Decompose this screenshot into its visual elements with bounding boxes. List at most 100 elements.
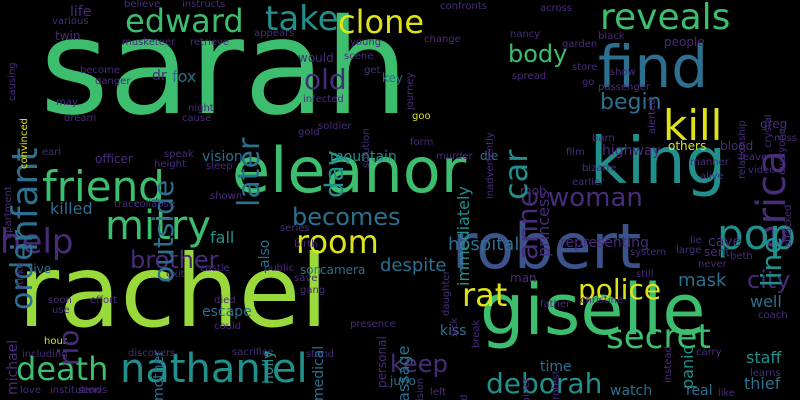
word-break: break bbox=[471, 319, 482, 348]
word-earlier: earlier bbox=[572, 177, 605, 188]
word-cause: cause bbox=[182, 113, 212, 124]
word-hospital: hospital bbox=[448, 234, 520, 255]
word-garden: garden bbox=[562, 39, 598, 50]
word-soldier: soldier bbox=[318, 121, 352, 132]
word-shown: shown bbox=[210, 191, 243, 202]
word-save: save bbox=[294, 273, 318, 284]
word-get: get bbox=[364, 65, 381, 76]
word-key: key bbox=[382, 71, 404, 85]
word-die: die bbox=[480, 149, 499, 163]
word-secret: secret bbox=[606, 317, 711, 357]
word-still: still bbox=[636, 269, 654, 280]
word-video: video bbox=[748, 165, 776, 176]
word-like: like bbox=[718, 388, 736, 399]
word-fall: fall bbox=[210, 228, 235, 247]
word-including: including bbox=[22, 349, 68, 360]
word-representing: representing bbox=[560, 235, 649, 251]
word-beth: beth bbox=[730, 251, 753, 262]
word-institution: institution bbox=[50, 385, 101, 396]
word-miss: miss bbox=[774, 133, 797, 144]
word-alive: alive bbox=[700, 171, 724, 182]
word-princess: princess bbox=[534, 190, 553, 257]
word-confronts: confronts bbox=[440, 1, 487, 12]
word-scene: scene bbox=[344, 51, 374, 62]
word-eleanor: eleanor bbox=[232, 134, 467, 207]
word-infected: infected bbox=[303, 94, 344, 105]
word-coach: coach bbox=[758, 310, 788, 321]
word-kill: kill bbox=[663, 101, 723, 150]
word-appears: appears bbox=[254, 28, 295, 39]
word-time: time bbox=[540, 359, 572, 375]
word-retrieve: retrieve bbox=[190, 37, 230, 48]
word-old: old bbox=[304, 63, 347, 96]
word-relationship: relationship bbox=[737, 120, 748, 179]
word-dream: dream bbox=[64, 113, 97, 124]
word-people: people bbox=[664, 35, 705, 49]
word-giselle: giselle bbox=[480, 269, 706, 351]
word-would: would bbox=[298, 51, 334, 65]
word-sick: sick bbox=[449, 317, 460, 337]
word-real: real bbox=[686, 383, 713, 399]
word-form: form bbox=[410, 137, 434, 148]
word-staff: staff bbox=[746, 348, 782, 367]
word-inadvertently: inadvertently bbox=[485, 132, 496, 199]
word-left: left bbox=[430, 387, 447, 398]
word-dr: dr bbox=[152, 68, 167, 84]
word-michael: michael bbox=[5, 339, 21, 395]
word-twin: twin bbox=[55, 29, 81, 43]
word-love: love bbox=[20, 385, 41, 396]
word-may: may bbox=[56, 97, 78, 108]
word-could: could bbox=[214, 321, 242, 332]
word-sarah: sarah bbox=[40, 0, 409, 145]
word-rat: rat bbox=[462, 276, 508, 314]
word-collapse: collapse bbox=[134, 199, 176, 210]
word-bizarre: bizarre bbox=[582, 163, 617, 174]
word-greg: greg bbox=[760, 117, 788, 131]
word-kiss: kiss bbox=[440, 323, 467, 339]
word-become: become bbox=[80, 65, 121, 76]
word-woman: woman bbox=[548, 183, 643, 213]
word-later: later bbox=[232, 137, 267, 207]
word-film: film bbox=[566, 147, 585, 158]
word-escape: escape bbox=[202, 304, 252, 320]
word-effort: effort bbox=[90, 295, 118, 306]
word-king: king bbox=[590, 125, 727, 199]
word-camera: camera bbox=[320, 263, 366, 277]
word-public: public bbox=[264, 263, 295, 274]
word-causing: causing bbox=[7, 62, 18, 101]
word-watch: watch bbox=[610, 383, 653, 399]
word-day: day bbox=[320, 150, 350, 198]
word-goo: goo bbox=[412, 111, 431, 122]
word-killed: killed bbox=[50, 199, 93, 218]
word-manner: manner bbox=[690, 157, 729, 168]
word-mountain: mountain bbox=[330, 149, 397, 165]
word-container: container bbox=[521, 378, 532, 400]
word-clone: clone bbox=[338, 3, 425, 41]
word-sends: sends bbox=[78, 385, 108, 396]
word-pop: pop bbox=[717, 210, 797, 259]
word-officer: officer bbox=[95, 152, 133, 166]
word-alerted: alerted bbox=[647, 98, 658, 134]
word-barn: barn bbox=[592, 133, 615, 144]
word-also: also bbox=[257, 239, 273, 268]
word-night: night bbox=[188, 103, 214, 114]
word-learns: learns bbox=[750, 368, 781, 379]
word-black: black bbox=[598, 31, 625, 42]
word-robert: robert bbox=[452, 210, 642, 283]
word-exit: exit bbox=[166, 269, 185, 280]
word-use: use bbox=[52, 305, 70, 316]
word-death: death bbox=[16, 350, 109, 388]
word-change: change bbox=[424, 34, 461, 45]
word-instructs: instructs bbox=[182, 0, 226, 10]
word-crystal: crystal bbox=[763, 114, 774, 148]
word-juno: juno bbox=[390, 374, 416, 388]
word-friend: friend bbox=[42, 162, 165, 211]
word-gang: gang bbox=[300, 285, 326, 296]
word-vision: vision bbox=[202, 149, 243, 165]
word-apartment: apartment bbox=[3, 186, 14, 239]
word-panic: panic bbox=[678, 345, 697, 389]
word-personal: personal bbox=[375, 336, 389, 388]
word-store: store bbox=[572, 62, 598, 73]
word-soon: soon bbox=[48, 295, 72, 306]
word-line: line bbox=[755, 236, 788, 287]
